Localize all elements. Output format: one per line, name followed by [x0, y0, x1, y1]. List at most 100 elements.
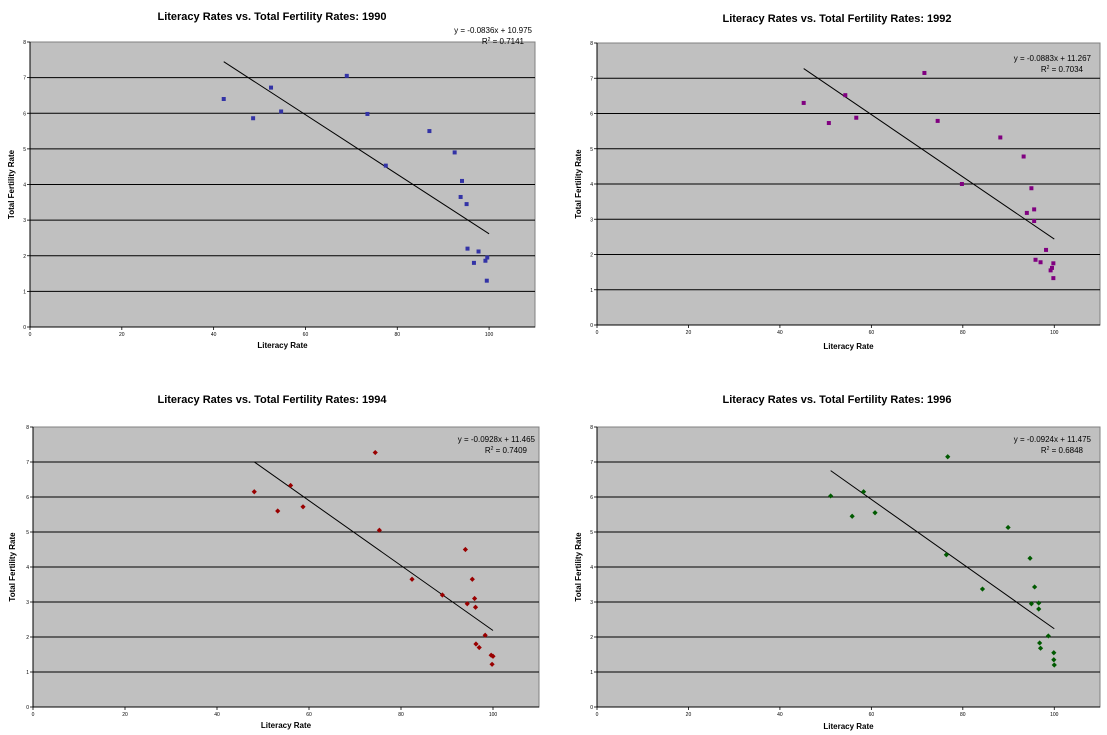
chart-1996: Literacy Rates vs. Total Fertility Rates… — [574, 394, 1101, 731]
y-tick-label: 2 — [590, 253, 593, 259]
data-point — [484, 278, 489, 283]
y-tick-label: 0 — [23, 325, 26, 331]
data-point — [471, 260, 476, 265]
y-axis-label: Total Fertility Rate — [574, 149, 583, 219]
data-point — [979, 586, 986, 592]
data-point — [1037, 645, 1044, 651]
data-point — [935, 118, 940, 123]
data-point — [483, 258, 488, 263]
x-tick-label: 60 — [869, 330, 875, 336]
y-tick-label: 1 — [590, 670, 593, 676]
x-tick-label: 40 — [777, 330, 783, 336]
data-point — [1051, 261, 1056, 266]
data-point — [485, 255, 490, 260]
y-tick-label: 8 — [590, 41, 593, 47]
y-tick-label: 3 — [26, 600, 29, 606]
data-point — [998, 135, 1003, 140]
data-point — [1044, 247, 1049, 252]
data-point — [458, 194, 463, 199]
data-point — [427, 129, 432, 134]
data-point — [1033, 257, 1038, 262]
data-point — [1036, 600, 1042, 606]
data-point — [452, 150, 457, 155]
chart-1990: Literacy Rates vs. Total Fertility Rates… — [7, 11, 536, 350]
x-tick-label: 80 — [394, 332, 400, 338]
x-tick-label: 20 — [119, 332, 125, 338]
data-point — [409, 576, 415, 582]
data-point — [460, 178, 465, 183]
y-tick-label: 4 — [26, 565, 29, 571]
data-point — [959, 182, 964, 186]
data-point — [1051, 662, 1057, 668]
data-point — [365, 111, 370, 116]
x-axis-label: Literacy Rate — [257, 341, 308, 350]
data-point — [1051, 650, 1057, 656]
x-tick-label: 0 — [32, 712, 35, 718]
y-axis-label: Total Fertility Rate — [574, 532, 583, 602]
y-axis-label: Total Fertility Rate — [7, 149, 16, 219]
y-tick-label: 2 — [590, 635, 593, 641]
data-point — [828, 493, 834, 499]
x-tick-label: 80 — [960, 712, 966, 718]
x-tick-label: 20 — [686, 712, 692, 718]
data-point — [476, 249, 481, 254]
y-tick-label: 0 — [26, 705, 29, 711]
x-tick-label: 100 — [489, 712, 498, 718]
x-axis-label: Literacy Rate — [823, 342, 874, 351]
x-tick-label: 80 — [960, 330, 966, 336]
data-point — [1032, 584, 1038, 590]
y-tick-label: 2 — [26, 635, 29, 641]
data-point — [1045, 633, 1051, 639]
data-point — [1021, 154, 1026, 159]
data-point — [472, 595, 478, 602]
data-point — [473, 641, 479, 647]
r-squared: R2 = 0.7409 — [485, 446, 528, 455]
x-tick-label: 40 — [211, 332, 217, 338]
x-tick-label: 20 — [122, 712, 128, 718]
data-point — [489, 661, 495, 667]
data-point — [439, 592, 445, 598]
x-tick-label: 40 — [214, 712, 220, 718]
data-point — [488, 652, 494, 658]
data-point — [476, 644, 482, 651]
data-point — [849, 513, 855, 519]
chart-title: Literacy Rates vs. Total Fertility Rates… — [157, 11, 386, 23]
x-axis-label: Literacy Rate — [823, 722, 874, 731]
trendline-equation: y = -0.0924x + 11.475 — [1014, 435, 1092, 444]
data-point — [1048, 268, 1053, 273]
trendline — [253, 461, 494, 631]
data-point — [945, 454, 951, 460]
y-tick-label: 7 — [23, 76, 26, 82]
y-tick-label: 5 — [590, 147, 593, 153]
y-tick-label: 0 — [590, 323, 593, 329]
data-point — [860, 489, 867, 495]
data-point — [1049, 265, 1054, 270]
data-point — [826, 121, 831, 126]
x-tick-label: 60 — [306, 712, 312, 718]
data-point — [251, 489, 257, 495]
y-tick-label: 4 — [23, 183, 26, 189]
data-point — [279, 109, 284, 114]
data-point — [462, 546, 468, 553]
y-tick-label: 5 — [23, 147, 26, 153]
y-tick-label: 3 — [590, 217, 593, 223]
x-axis-label: Literacy Rate — [261, 721, 312, 730]
data-point — [1027, 555, 1033, 561]
y-tick-label: 1 — [590, 288, 593, 294]
y-tick-label: 7 — [590, 460, 593, 466]
x-tick-label: 60 — [869, 712, 875, 718]
trendline-equation: y = -0.0836x + 10.975 — [454, 26, 532, 35]
data-point — [1037, 640, 1043, 646]
y-tick-label: 4 — [590, 182, 593, 188]
data-point — [801, 100, 806, 105]
y-tick-label: 8 — [26, 425, 29, 431]
data-point — [843, 93, 848, 98]
data-point — [490, 653, 496, 659]
chart-title: Literacy Rates vs. Total Fertility Rates… — [157, 394, 387, 406]
data-point — [482, 632, 488, 638]
x-tick-label: 40 — [777, 712, 783, 718]
r-squared: R2 = 0.6848 — [1041, 446, 1084, 455]
y-tick-label: 3 — [23, 218, 26, 224]
trendline — [830, 470, 1055, 630]
y-tick-label: 7 — [590, 76, 593, 82]
